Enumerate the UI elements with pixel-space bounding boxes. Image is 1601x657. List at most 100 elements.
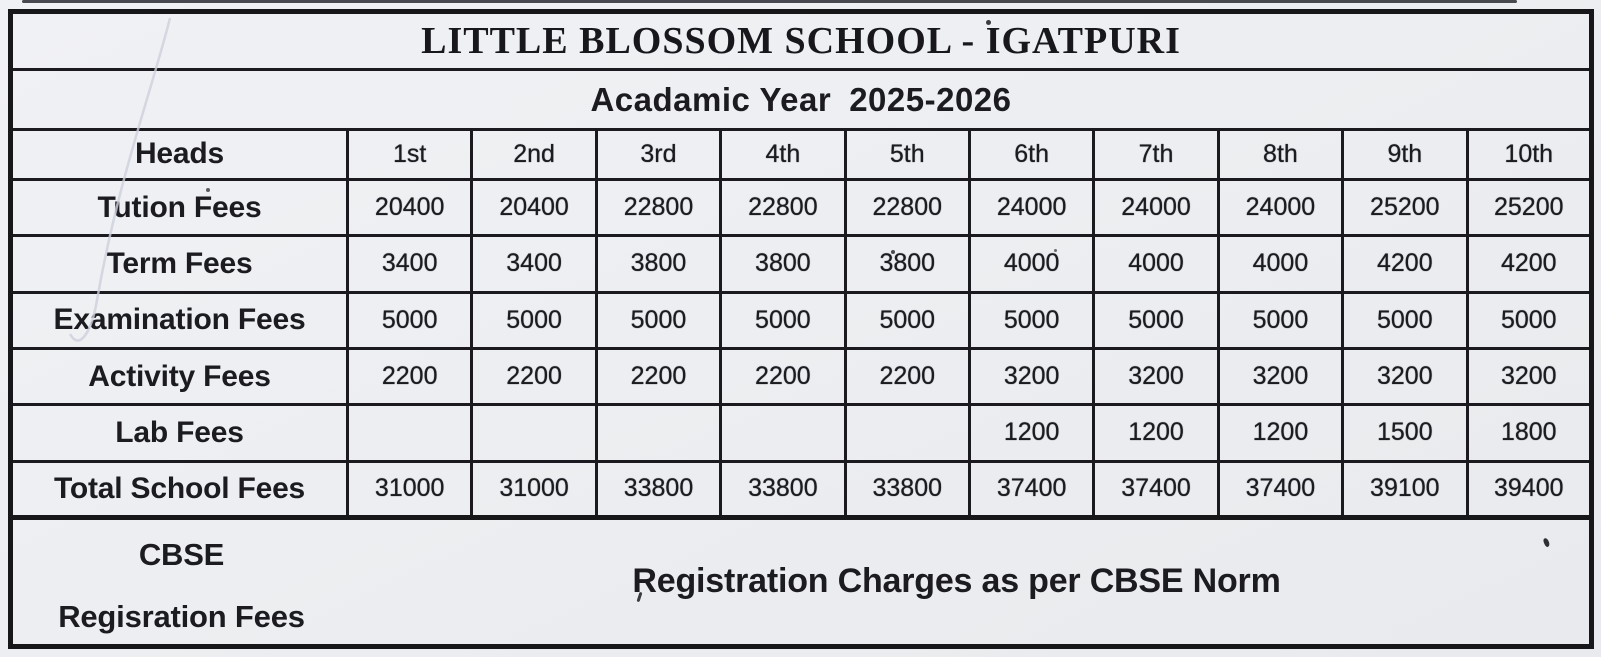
cbse-registration-cell: CBSE Regisration Fees Registration Charg… — [9, 514, 1593, 649]
fee-value-cell: 2200 — [719, 346, 847, 407]
fee-value-cell — [719, 403, 847, 463]
fee-value-cell: 3200 — [1216, 346, 1345, 407]
fee-value-cell: 1200 — [967, 403, 1096, 463]
fee-value-cell: 1200 — [1092, 403, 1220, 463]
academic-year-value: 2025-2026 — [849, 80, 1012, 118]
scan-edge-streak — [22, 0, 1517, 3]
fee-value-cell: 5000 — [719, 290, 847, 350]
column-header-grade-1st: 1st — [345, 127, 474, 181]
fee-value-cell: 3400 — [345, 234, 474, 294]
fee-value-cell: 3200 — [967, 346, 1096, 407]
fee-value-cell: 39400 — [1465, 459, 1594, 519]
fee-value-cell: 4000 — [1092, 234, 1220, 294]
fee-value-cell: 4200 — [1341, 234, 1469, 294]
fee-value-cell: 39100 — [1341, 459, 1469, 519]
fee-row-label: Total School Fees — [9, 459, 349, 519]
academic-year: Acadamic Year 2025-2026 — [9, 68, 1593, 131]
fee-value-cell: 22800 — [719, 177, 847, 238]
fee-row-term-fees: Term Fees 3400 3400 3800 3800 3800 4000 … — [9, 234, 1594, 294]
fee-value-cell: 33800 — [719, 459, 847, 519]
fee-value-cell — [345, 403, 474, 463]
academic-year-label: Acadamic Year — [590, 80, 832, 118]
cbse-label-line1: CBSE — [138, 536, 225, 572]
fee-row-label: Term Fees — [9, 234, 349, 294]
column-header-grade-9th: 9th — [1341, 127, 1469, 181]
fee-value-cell: 31000 — [470, 459, 598, 519]
fee-row-label: Activity Fees — [9, 346, 349, 407]
title-row: LITTLE BLOSSOM SCHOOL - IGATPURI — [9, 9, 1593, 72]
fee-value-cell: 25200 — [1465, 177, 1594, 238]
fee-value-cell: 20400 — [345, 177, 474, 238]
fee-value-cell — [843, 403, 971, 463]
fee-value-cell: 22800 — [843, 177, 971, 238]
fee-row-lab-fees: Lab Fees 1200 1200 1200 1500 1800 — [9, 403, 1594, 463]
fee-value-cell: 3800 — [594, 234, 723, 294]
fee-value-cell: 3800 — [843, 234, 971, 294]
cbse-registration-row: CBSE Regisration Fees Registration Charg… — [9, 514, 1593, 649]
fee-value-cell: 2200 — [594, 346, 723, 407]
column-header-grade-3rd: 3rd — [594, 127, 723, 181]
column-header-row: Heads 1st 2nd 3rd 4th 5th 6th 7th 8th 9t… — [9, 127, 1594, 181]
fee-value-cell: 1800 — [1465, 403, 1594, 463]
fee-value-cell: 5000 — [843, 290, 971, 350]
academic-year-row: Acadamic Year 2025-2026 — [9, 68, 1593, 131]
fee-value-cell: 5000 — [345, 290, 474, 350]
cbse-registration-content: CBSE Regisration Fees Registration Charg… — [14, 529, 1589, 635]
fee-value-cell: 33800 — [594, 459, 723, 519]
fee-value-cell: 37400 — [1216, 459, 1345, 519]
fee-value-cell: 5000 — [594, 290, 723, 350]
fee-value-cell: 33800 — [843, 459, 971, 519]
fee-row-label: Examination Fees — [9, 290, 349, 350]
fee-row-examination-fees: Examination Fees 5000 5000 5000 5000 500… — [9, 290, 1594, 350]
fee-value-cell: 2200 — [345, 346, 474, 407]
fee-value-cell: 5000 — [470, 290, 598, 350]
fee-value-cell: 3200 — [1465, 346, 1594, 407]
cbse-label-line2: Regisration Fees — [58, 598, 305, 634]
fee-value-cell: 37400 — [1092, 459, 1220, 519]
fee-value-cell: 5000 — [1092, 290, 1220, 350]
column-header-grade-8th: 8th — [1216, 127, 1345, 181]
fee-row-tution-fees: Tution Fees 20400 20400 22800 22800 2280… — [9, 177, 1594, 238]
fee-value-cell: 5000 — [1216, 290, 1345, 350]
column-header-grade-4th: 4th — [719, 127, 847, 181]
column-header-grade-10th: 10th — [1465, 127, 1594, 181]
fee-value-cell: 5000 — [967, 290, 1096, 350]
fee-value-cell: 4000 — [1216, 234, 1345, 294]
school-title: LITTLE BLOSSOM SCHOOL - IGATPURI — [9, 9, 1593, 72]
fee-row-label: Lab Fees — [9, 403, 349, 463]
fee-value-cell: 31000 — [345, 459, 474, 519]
registration-charges-note: Registration Charges as per CBSE Norm — [632, 562, 1281, 601]
fee-row-label: Tution Fees — [9, 177, 349, 238]
fee-value-cell: 2200 — [470, 346, 598, 407]
fee-value-cell — [470, 403, 598, 463]
fee-value-cell: 3200 — [1092, 346, 1220, 407]
fee-value-cell: 5000 — [1341, 290, 1469, 350]
fee-value-cell: 3200 — [1341, 346, 1469, 407]
column-header-grade-5th: 5th — [843, 127, 971, 181]
column-header-grade-7th: 7th — [1092, 127, 1220, 181]
fee-value-cell: 3400 — [470, 234, 598, 294]
fee-value-cell: 3800 — [719, 234, 847, 294]
fee-value-cell: 2200 — [843, 346, 971, 407]
fee-value-cell: 24000 — [1092, 177, 1220, 238]
column-header-grade-6th: 6th — [967, 127, 1096, 181]
fee-value-cell: 5000 — [1465, 290, 1594, 350]
fee-value-cell: 1500 — [1341, 403, 1469, 463]
column-header-heads: Heads — [9, 127, 349, 181]
fee-value-cell: 25200 — [1341, 177, 1469, 238]
fee-value-cell: 4200 — [1465, 234, 1594, 294]
fee-value-cell — [594, 403, 723, 463]
fee-value-cell: 24000 — [1216, 177, 1345, 238]
cbse-registration-fees-label: CBSE Regisration Fees — [14, 536, 351, 635]
fee-row-total-school-fees: Total School Fees 31000 31000 33800 3380… — [9, 459, 1594, 519]
fee-value-cell: 37400 — [967, 459, 1096, 519]
fee-structure-table: LITTLE BLOSSOM SCHOOL - IGATPURI Acadami… — [8, 9, 1594, 649]
fee-value-cell: 4000 — [967, 234, 1096, 294]
column-header-grade-2nd: 2nd — [470, 127, 598, 181]
fee-value-cell: 20400 — [470, 177, 598, 238]
fee-value-cell: 24000 — [967, 177, 1096, 238]
fee-value-cell: 22800 — [594, 177, 723, 238]
fee-value-cell: 1200 — [1216, 403, 1345, 463]
fee-row-activity-fees: Activity Fees 2200 2200 2200 2200 2200 3… — [9, 346, 1594, 407]
